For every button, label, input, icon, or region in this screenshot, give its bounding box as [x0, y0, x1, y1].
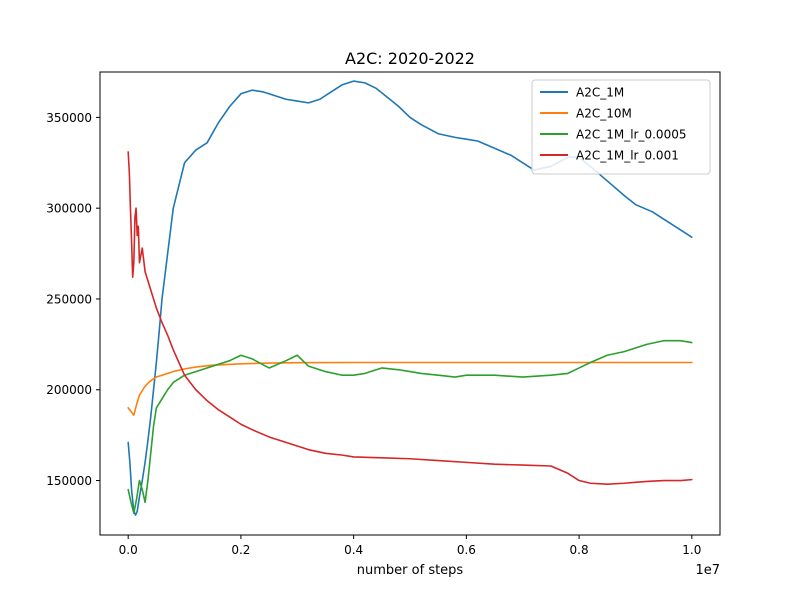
y-tick-label: 350000 [46, 111, 92, 125]
legend: A2C_1M A2C_10M A2C_1M_lr_0.0005 A2C_1M_lr_0… [531, 79, 711, 175]
y-tick-label: 250000 [46, 292, 92, 306]
legend-label: A2C_10M [576, 107, 632, 121]
y-tick-label: 200000 [46, 383, 92, 397]
axes-frame [99, 71, 721, 536]
legend-label: A2C_1M [576, 86, 624, 100]
x-tick-label: 0.2 [231, 543, 250, 557]
y-tick-label: 300000 [46, 202, 92, 216]
y-tick-label: 150000 [46, 474, 92, 488]
x-tick-label: 0.6 [457, 543, 476, 557]
x-tick-label: 0.8 [570, 543, 589, 557]
x-tick-label: 1.0 [682, 543, 701, 557]
series-line-4 [127, 151, 693, 485]
chart-title: A2C: 2020-2022 [345, 49, 475, 68]
x-axis-label: number of steps [357, 563, 464, 578]
x-tick-label: 0.0 [119, 543, 138, 557]
x-axis-offset-label: 1e7 [695, 563, 720, 578]
x-axis: 0.0 0.2 0.4 0.6 0.8 1.0 [119, 535, 701, 557]
legend-label: A2C_1M_lr_0.001 [576, 149, 679, 163]
x-tick-label: 0.4 [344, 543, 363, 557]
legend-box [531, 79, 711, 175]
series-line-2 [127, 361, 693, 416]
y-axis: 150000 200000 250000 300000 350000 [46, 111, 100, 488]
series-line-3 [127, 339, 693, 515]
legend-label: A2C_1M_lr_0.0005 [576, 128, 686, 142]
